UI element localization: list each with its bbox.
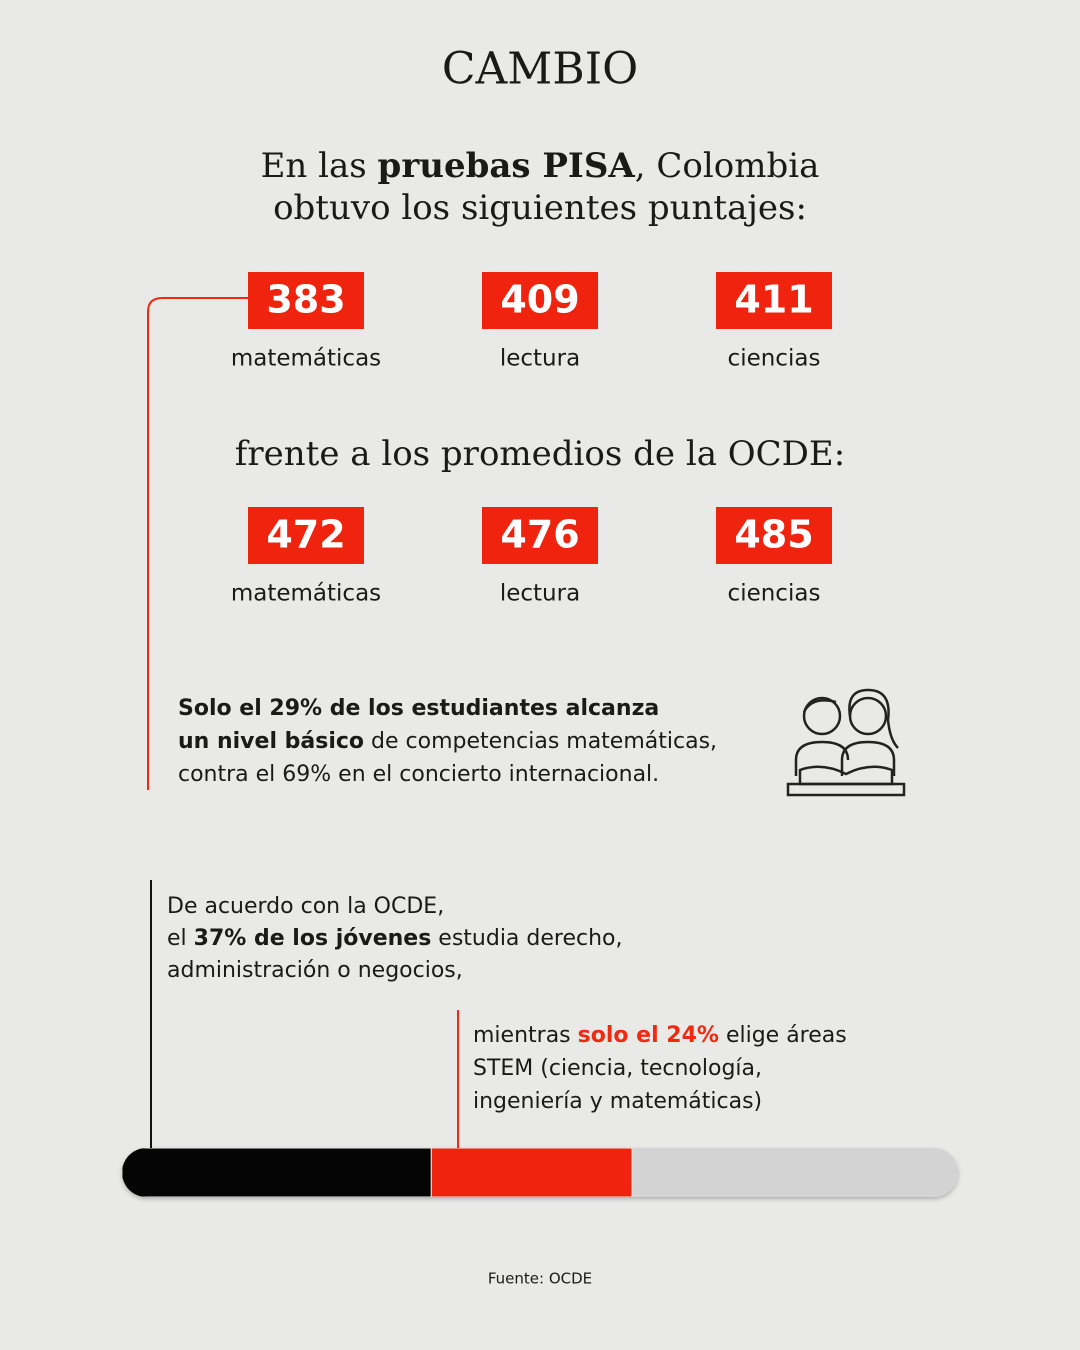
text-run: , Colombia [635,146,820,186]
text-run: obtuvo los siguientes puntajes: [273,188,807,228]
score-box [716,507,832,564]
score-value: 472 [266,513,345,557]
logo: CAMBIO [442,44,638,95]
text-line: administración o negocios, [167,958,463,983]
emphasis: un nivel básico [178,729,364,754]
students-icon [786,688,906,797]
text-run: mientras [473,1023,578,1048]
text-run: ingeniería y matemáticas) [473,1089,762,1114]
score-label: matemáticas [231,581,381,607]
score-box [482,272,598,329]
section-heading: frente a los promedios de la OCDE: [235,434,845,474]
score-value: 485 [734,513,813,557]
text-run: el [167,926,194,951]
text-line: Solo el 29% de los estudiantes alcanza [178,696,659,721]
bar-segment [122,1148,432,1197]
score-label: lectura [500,346,580,372]
score-value: 411 [734,278,813,322]
score-box [716,272,832,329]
score-label: ciencias [728,581,821,607]
text-line: un nivel básico de competencias matemáti… [178,729,717,754]
text-run: administración o negocios, [167,958,463,983]
text-line: De acuerdo con la OCDE, [167,894,444,919]
score-box [482,507,598,564]
bar-segment [430,1148,633,1197]
text-line: STEM (ciencia, tecnología, [473,1056,762,1081]
emphasis: pruebas PISA [378,146,636,186]
text-run: de competencias matemáticas, [364,729,717,754]
text-run: De acuerdo con la OCDE, [167,894,444,919]
text-run: En las [261,146,378,186]
score-value: 383 [266,278,345,322]
score-label: lectura [500,581,580,607]
text-run: estudia derecho, [431,926,622,951]
score-value: 409 [500,278,579,322]
score-box [248,507,364,564]
text-run: STEM (ciencia, tecnología, [473,1056,762,1081]
emphasis: Solo el 29% de los estudiantes alcanza [178,696,659,721]
bar-segments [122,1148,633,1197]
score-value: 476 [500,513,579,557]
text-line: el 37% de los jóvenes estudia derecho, [167,926,623,951]
text-line: En las pruebas PISA, Colombia [261,146,820,186]
text-line: mientras solo el 24% elige áreas [473,1023,847,1048]
text-line: ingeniería y matemáticas) [473,1089,762,1114]
text-line: contra el 69% en el concierto internacio… [178,762,659,787]
emphasis: solo el 24% [578,1023,719,1048]
score-label: matemáticas [231,346,381,372]
text-run: contra el 69% en el concierto internacio… [178,762,659,787]
connector-line [147,297,248,790]
text-line: obtuvo los siguientes puntajes: [273,188,807,228]
score-box [248,272,364,329]
source: Fuente: OCDE [488,1270,592,1288]
emphasis: 37% de los jóvenes [194,926,432,951]
score-label: ciencias [728,346,821,372]
text-run: elige áreas [719,1023,847,1048]
